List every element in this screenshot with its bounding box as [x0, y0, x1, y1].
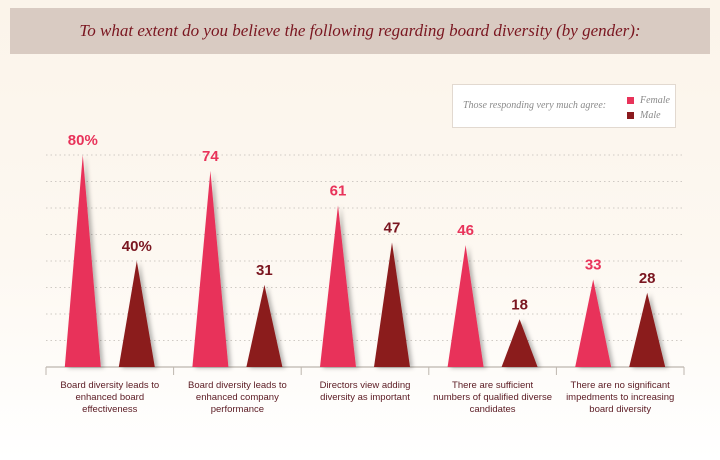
data-label-male: 31	[256, 262, 273, 279]
title-banner: To what extent do you believe the follow…	[10, 8, 710, 54]
data-label-female: 61	[330, 182, 347, 199]
category-label: Board diversity leads to enhanced board …	[60, 380, 160, 415]
bar-male	[629, 292, 666, 367]
bar-female	[575, 279, 612, 367]
category-label: There are no significant impedments to i…	[566, 380, 675, 415]
legend: Those responding very much agree: Female…	[452, 84, 676, 128]
bar-female	[320, 205, 356, 367]
category-label: There are sufficient numbers of qualifie…	[433, 380, 552, 415]
legend-swatch-female	[627, 96, 634, 104]
data-label-female: 74	[202, 148, 219, 165]
category-label: Directors view adding diversity as impor…	[319, 380, 411, 403]
legend-item-male: Male	[627, 108, 661, 122]
data-label-female: 80%	[68, 132, 98, 149]
data-label-male: 28	[639, 270, 656, 287]
category-label: Board diversity leads to enhanced compan…	[188, 380, 287, 415]
bar-male	[118, 261, 155, 367]
chart-title: To what extent do you believe the follow…	[79, 21, 641, 40]
data-label-male: 47	[384, 219, 401, 236]
bar-male	[374, 242, 410, 367]
bar-male	[246, 284, 283, 367]
legend-label-female: Female	[640, 94, 670, 106]
data-label-female: 46	[457, 222, 474, 239]
data-label-male: 40%	[122, 238, 152, 255]
bar-male	[501, 319, 538, 367]
bar-female	[64, 155, 101, 367]
data-label-male: 18	[511, 296, 528, 313]
data-label-female: 33	[585, 257, 602, 274]
bar-female	[447, 245, 484, 367]
bar-female	[192, 170, 229, 367]
legend-item-female: Female	[627, 93, 670, 107]
legend-caption: Those responding very much agree:	[463, 100, 607, 111]
legend-label-male: Male	[640, 109, 661, 121]
legend-swatch-male	[627, 111, 634, 119]
